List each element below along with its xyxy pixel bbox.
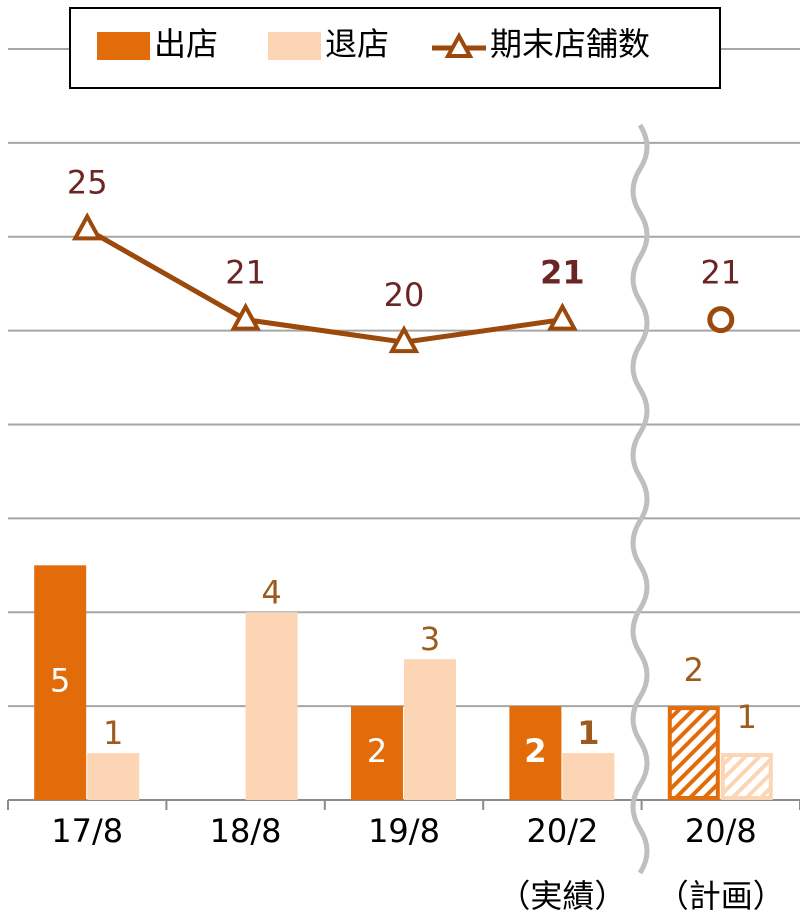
- point-marker: [71, 212, 103, 241]
- x-tick-label: 20/8: [685, 812, 757, 850]
- point-marker: [230, 302, 261, 331]
- axis-break: [630, 123, 650, 875]
- bar: [667, 706, 720, 800]
- data-label: 25: [67, 163, 108, 201]
- legend-swatch: [97, 32, 150, 60]
- legend-label: 期末店舗数: [490, 25, 650, 63]
- point-marker: [547, 302, 578, 331]
- bar: [509, 706, 562, 800]
- x-tick-label: 17/8: [51, 812, 123, 850]
- legend-marker: [444, 31, 474, 58]
- legend-label: 退店: [325, 25, 389, 63]
- data-label: 1: [737, 698, 757, 736]
- legend-box: [69, 7, 721, 89]
- bar: [245, 612, 298, 800]
- data-label: 2: [367, 732, 387, 770]
- data-label: 21: [225, 254, 266, 292]
- x-tick-label: 20/2: [526, 812, 598, 850]
- x-tick-note: （実績）: [498, 877, 626, 915]
- bar: [87, 753, 140, 800]
- line: [85, 227, 563, 345]
- data-label: 4: [261, 573, 281, 611]
- data-label: 21: [540, 254, 585, 292]
- data-label: 1: [103, 714, 123, 752]
- legend-label: 出店: [154, 25, 218, 63]
- point-marker: [707, 306, 735, 334]
- point-marker: [388, 325, 420, 354]
- bar: [34, 565, 87, 800]
- data-label: 20: [384, 276, 425, 314]
- data-label: 21: [700, 254, 741, 292]
- bar: [562, 753, 615, 800]
- data-label: 2: [684, 651, 704, 689]
- data-label: 2: [524, 732, 546, 770]
- legend: 出店 退店 期末店舗数: [69, 7, 721, 89]
- data-label: 3: [420, 620, 440, 658]
- bar: [351, 706, 403, 800]
- x-tick-label: 18/8: [210, 812, 282, 850]
- data-label: 5: [50, 662, 70, 700]
- x-tick-note: （計画）: [657, 877, 785, 915]
- bar: [404, 659, 456, 800]
- data-label: 1: [577, 714, 599, 752]
- bar: [720, 753, 773, 800]
- x-tick-label: 19/8: [368, 812, 440, 850]
- legend-swatch: [268, 32, 321, 60]
